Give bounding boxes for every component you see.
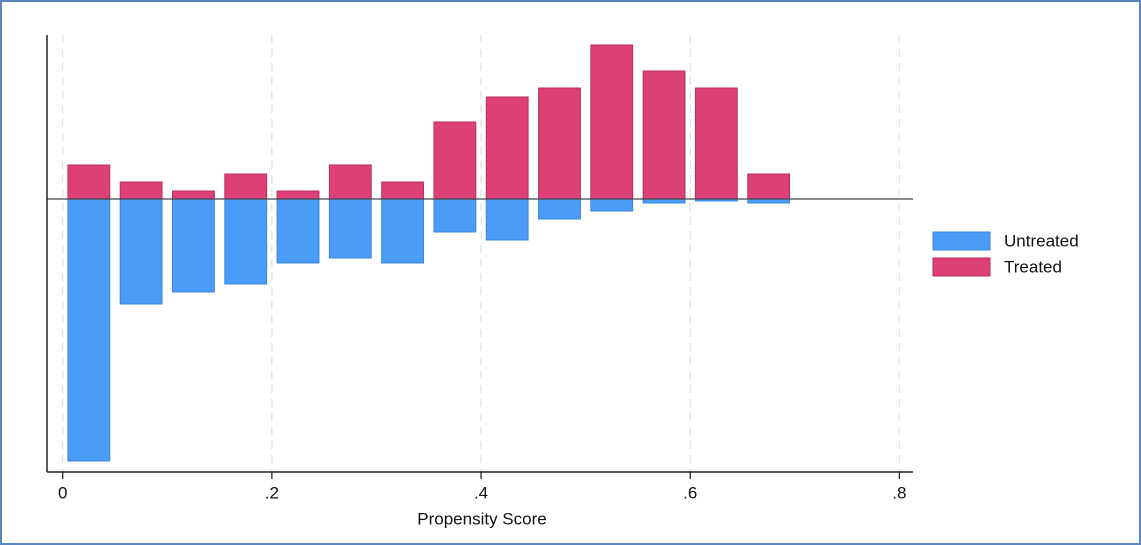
legend-label: Untreated [1004, 231, 1079, 250]
bar [224, 198, 268, 285]
bar [747, 173, 791, 200]
bar [328, 198, 372, 259]
bar [67, 164, 111, 200]
x-tick-label: .2 [265, 483, 279, 502]
bar [538, 198, 581, 220]
bar [538, 87, 581, 200]
bar [590, 44, 634, 200]
legend-swatch [932, 231, 991, 251]
x-tick-label: .4 [474, 483, 488, 502]
bar [224, 173, 268, 200]
bar [747, 198, 791, 204]
bar [67, 198, 111, 462]
bar [590, 198, 634, 212]
bar [485, 96, 529, 200]
bar [381, 181, 425, 200]
bar [642, 198, 686, 204]
bar [433, 198, 477, 233]
bar [433, 121, 477, 200]
bar [328, 164, 372, 200]
bar [119, 198, 163, 305]
x-tick-label: .8 [892, 483, 906, 502]
bar [119, 181, 163, 200]
bar [172, 198, 215, 293]
x-axis-label: Propensity Score [417, 509, 546, 528]
bar [694, 87, 738, 200]
bar [276, 190, 320, 200]
bar [276, 198, 320, 264]
legend-label: Treated [1004, 257, 1062, 276]
bar [381, 198, 425, 264]
legend-swatch [932, 257, 991, 277]
x-tick-label: .6 [683, 483, 697, 502]
bar [642, 70, 686, 200]
bar [172, 190, 215, 200]
x-tick-label: 0 [58, 483, 67, 502]
bar [485, 198, 529, 241]
